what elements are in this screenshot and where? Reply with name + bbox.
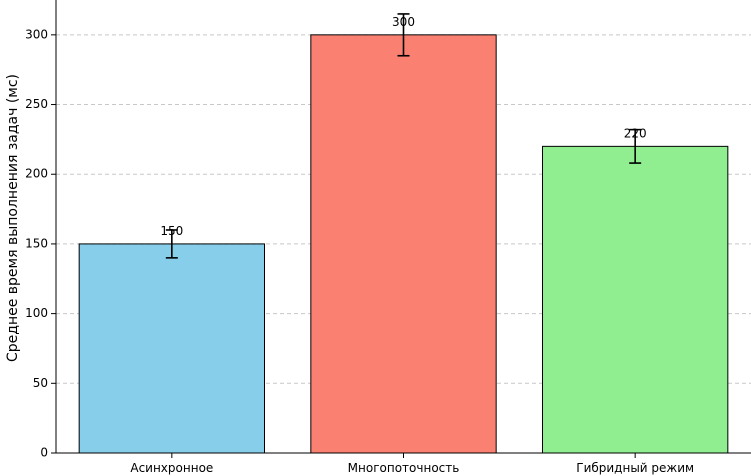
bar [310,34,497,454]
y-tick-label: 50 [33,376,48,390]
data-label: 220 [624,126,647,140]
x-tick-label: Многопоточность [348,461,460,475]
data-label: 300 [392,15,415,29]
data-labels: 150 300 220 [160,15,646,238]
y-tick-label: 300 [25,27,48,41]
y-tick-label: 150 [25,236,48,250]
bar [542,145,729,454]
bar [78,243,265,454]
error-bars [165,13,642,259]
y-tick-label: 250 [25,97,48,111]
y-tick-label: 0 [40,446,48,460]
y-tick-label: 200 [25,167,48,181]
x-tick-label: Асинхронное [130,461,213,475]
axes: 0 50 100 150 200 250 300 Асинхронное Многопоточн… [25,0,751,475]
bars [78,34,729,454]
y-tick-label: 100 [25,306,48,320]
data-label: 150 [160,224,183,238]
y-axis-title: Среднее время выполнения задач (мс) [5,74,21,362]
x-tick-label: Гибридный режим [576,461,694,475]
